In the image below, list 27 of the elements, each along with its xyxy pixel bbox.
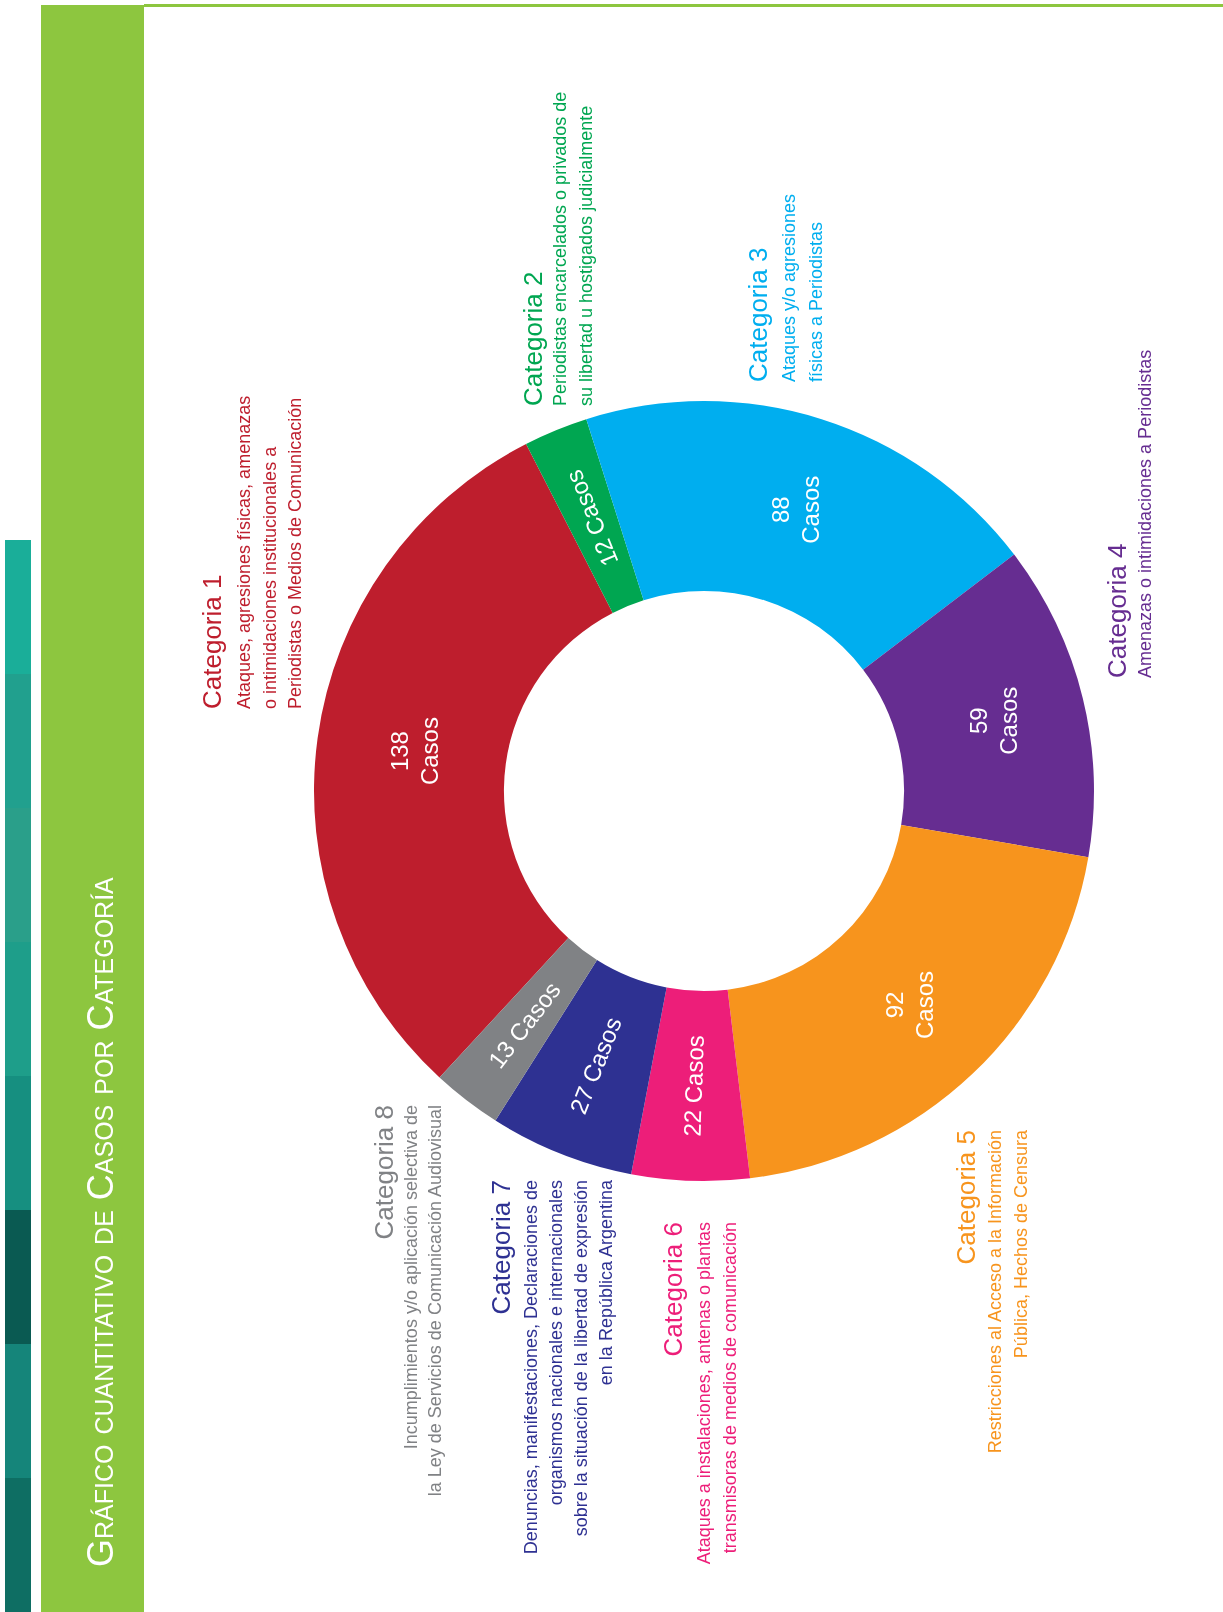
data-label: 92 Casos (881, 970, 939, 1039)
data-label: 12 Casos (559, 466, 624, 571)
donut-slice (863, 554, 1094, 858)
slice-label: Categoria 6 (658, 1222, 688, 1357)
slice-label: Categoria 5 (951, 1130, 981, 1265)
data-label: 138 Casos (385, 717, 443, 786)
slice-label: Categoria 7 (486, 1180, 516, 1315)
data-label: 22 Casos (678, 1034, 709, 1137)
text: Periodistas encarcelados o privados de su libertad u hostigados judicialmente (550, 91, 596, 406)
data-label: 59 Casos (964, 686, 1022, 755)
data-label: 27 Casos (564, 1013, 627, 1118)
text: Denuncias, manifestaciones, Declaraciones de organismos nacionales e internacionales sobre la situación de la libertad de expresión en la República Argentina (521, 1179, 616, 1555)
text: Ataques a instalaciones, antenas o plantas transmisoras de medios de comunicación (694, 1222, 740, 1565)
slice-label: Categoria 8 (369, 1105, 399, 1240)
slice-label: Categoria 3 (743, 247, 773, 382)
data-label: 88 Casos (766, 475, 824, 544)
text: Amenazas o intimidaciones a Periodistas (1135, 349, 1155, 678)
text: Restricciones al Acceso a la Información Pública, Hechos de Censura (985, 1129, 1031, 1454)
text: Ataques y/o agresiones físicas a Periodistas (779, 193, 826, 382)
donut-slice (526, 419, 644, 613)
slice-label: Categoria 2 (518, 271, 548, 406)
slice-label: Categoria 4 (1102, 543, 1132, 678)
text: Incumplimientos y/o aplicación selectiva de la Ley de Servicios de Comunicación Audiovisual (401, 1105, 445, 1497)
donut-slice (631, 987, 751, 1181)
text: Gráfico cuantitativo de Casos por Categoría (80, 876, 121, 1567)
slice-label: Categoria 1 (197, 574, 227, 709)
text: Ataques, agresiones físicas, amenazas o intimidaciones institucionales a Periodistas o Medios de Comunicación (234, 395, 305, 709)
